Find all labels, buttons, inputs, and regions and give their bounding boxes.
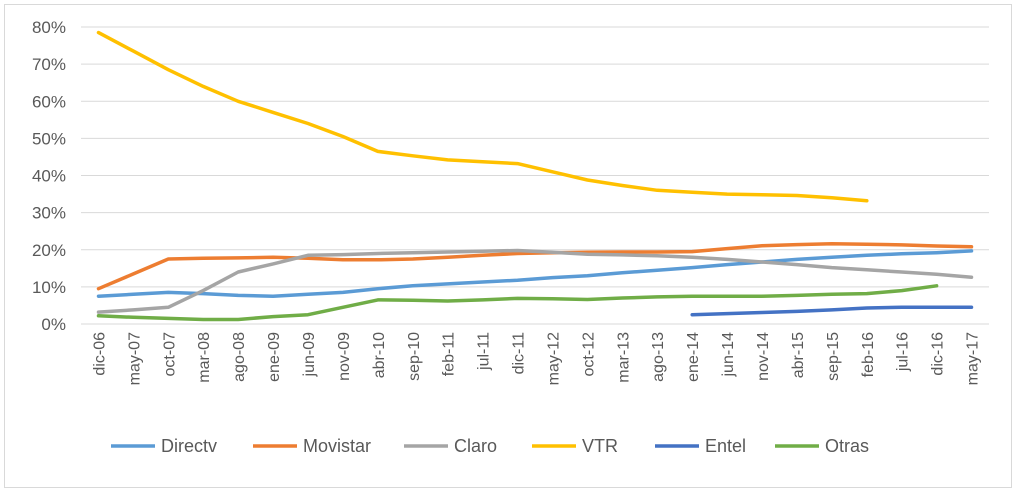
x-tick-label: abr-15 bbox=[790, 332, 807, 378]
x-tick-label: nov-14 bbox=[755, 332, 772, 381]
legend-label: Directv bbox=[161, 436, 217, 456]
series-line-vtr bbox=[96, 30, 869, 203]
x-tick-label: may-12 bbox=[545, 332, 562, 385]
x-tick-label: jul-11 bbox=[476, 332, 493, 371]
y-tick-label: 40% bbox=[32, 167, 66, 186]
legend-label: Entel bbox=[705, 436, 746, 456]
x-tick-label: mar-08 bbox=[196, 332, 213, 383]
legend-label: Otras bbox=[825, 436, 869, 456]
series-line-entel bbox=[690, 305, 974, 317]
y-tick-label: 0% bbox=[41, 315, 66, 334]
x-tick-label: dic-16 bbox=[930, 332, 947, 376]
gridlines bbox=[81, 26, 989, 325]
x-tick-label: abr-10 bbox=[371, 332, 388, 378]
legend-label: Claro bbox=[454, 436, 497, 456]
x-tick-label: jul-16 bbox=[895, 332, 912, 372]
y-tick-label: 10% bbox=[32, 278, 66, 297]
y-tick-label: 30% bbox=[32, 204, 66, 223]
x-tick-label: jun-09 bbox=[301, 332, 318, 378]
x-tick-label: oct-12 bbox=[580, 332, 597, 377]
x-tick-label: jun-14 bbox=[720, 332, 737, 378]
y-tick-label: 60% bbox=[32, 92, 66, 111]
x-tick-label: nov-09 bbox=[336, 332, 353, 381]
chart-frame bbox=[4, 4, 1012, 488]
x-tick-label: ago-13 bbox=[650, 332, 667, 382]
series-line-directv bbox=[96, 249, 974, 298]
x-tick-label: ago-08 bbox=[231, 332, 248, 382]
y-axis: 0% 10% 20% 30% 40% 50% 60% 70% 80% bbox=[32, 18, 66, 334]
legend-label: VTR bbox=[582, 436, 618, 456]
legend-label: Movistar bbox=[303, 436, 371, 456]
x-tick-label: ene-14 bbox=[685, 332, 702, 382]
x-tick-label: ene-09 bbox=[266, 332, 283, 382]
y-tick-label: 70% bbox=[32, 55, 66, 74]
series-line-otras bbox=[96, 284, 939, 322]
x-tick-label: oct-07 bbox=[161, 332, 178, 377]
series-lines bbox=[96, 30, 974, 322]
legend: Directv Movistar Claro VTR Entel Otras bbox=[111, 436, 869, 456]
x-tick-label: dic-11 bbox=[511, 332, 528, 374]
x-tick-label: sep-15 bbox=[825, 332, 842, 381]
y-tick-label: 50% bbox=[32, 129, 66, 148]
series-line-claro bbox=[96, 248, 974, 314]
x-tick-label: may-17 bbox=[965, 332, 982, 385]
x-tick-label: sep-10 bbox=[406, 332, 423, 381]
y-tick-label: 20% bbox=[32, 241, 66, 260]
y-tick-label: 80% bbox=[32, 18, 66, 37]
x-tick-label: mar-13 bbox=[615, 332, 632, 383]
x-tick-label: feb-16 bbox=[860, 332, 877, 377]
x-tick-label: may-07 bbox=[126, 332, 143, 385]
x-tick-label: feb-11 bbox=[441, 332, 458, 376]
x-tick-label: dic-06 bbox=[91, 332, 108, 376]
x-axis: dic-06 may-07 oct-07 mar-08 ago-08 ene-09 jun-… bbox=[91, 332, 981, 385]
